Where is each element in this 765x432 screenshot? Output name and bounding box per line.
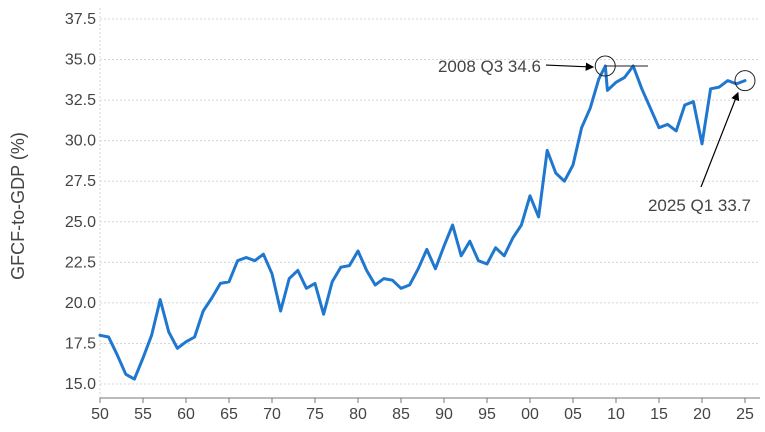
peak-annotation-label: 2008 Q3 34.6 <box>438 57 541 76</box>
peak-arrow <box>545 62 595 71</box>
y-tick-label: 30.0 <box>65 133 96 150</box>
x-tick-label: 80 <box>349 406 367 423</box>
y-tick-label: 17.5 <box>65 335 96 352</box>
y-tick-label: 27.5 <box>65 173 96 190</box>
x-tick-label: 75 <box>306 406 324 423</box>
y-tick-label: 22.5 <box>65 254 96 271</box>
x-tick-label: 10 <box>607 406 625 423</box>
series-line <box>98 64 747 381</box>
series-layer <box>98 64 747 381</box>
x-tick-label: 60 <box>177 406 195 423</box>
y-tick-label: 25.0 <box>65 214 96 231</box>
y-tick-label: 35.0 <box>65 52 96 69</box>
y-tick-label: 20.0 <box>65 295 96 312</box>
x-tick-label: 05 <box>564 406 582 423</box>
x-tick-label: 00 <box>521 406 539 423</box>
x-tick-label: 70 <box>263 406 281 423</box>
y-tick-label: 15.0 <box>65 376 96 393</box>
axes: 15.0 17.5 20.0 22.5 25.0 27.5 30.0 32.5 35.0 37.5… <box>65 11 760 423</box>
y-tick-label: 32.5 <box>65 92 96 109</box>
x-tick-label: 20 <box>693 406 711 423</box>
latest-arrow <box>700 91 740 188</box>
x-tick-label: 90 <box>435 406 453 423</box>
x-tick-label: 55 <box>134 406 152 423</box>
annotations: 2008 Q3 34.6 2025 Q1 33.7 <box>438 55 756 215</box>
latest-annotation-label: 2025 Q1 33.7 <box>648 196 751 215</box>
x-tick-label: 65 <box>220 406 238 423</box>
x-tick-label: 15 <box>650 406 668 423</box>
y-axis-title: GFCF-to-GDP (%) <box>8 132 28 280</box>
x-tick-label: 50 <box>91 406 109 423</box>
latest-marker-circle <box>734 70 756 92</box>
x-tick-label: 95 <box>478 406 496 423</box>
y-tick-label: 37.5 <box>65 11 96 28</box>
x-tick-label: 25 <box>736 406 754 423</box>
x-tick-label: 85 <box>392 406 410 423</box>
